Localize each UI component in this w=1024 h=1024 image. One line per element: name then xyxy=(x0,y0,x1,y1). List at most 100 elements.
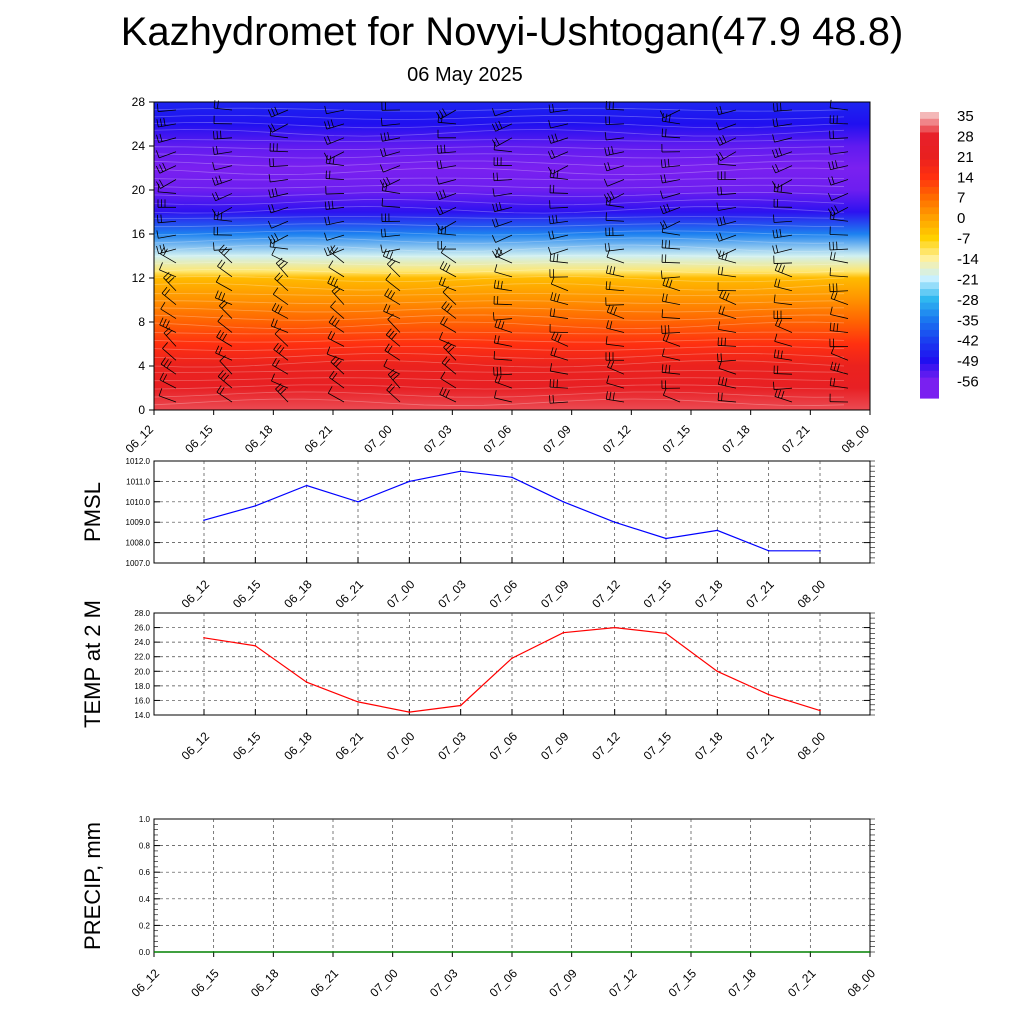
chart-title: Kazhydromet for Novyi-Ushtogan(47.9 48.8… xyxy=(120,10,904,54)
wind-barb-flag xyxy=(267,220,272,229)
wind-barb-flag xyxy=(772,118,775,127)
wind-barb-flag xyxy=(390,371,397,378)
wind-barb xyxy=(549,379,569,389)
wind-barb-flag xyxy=(156,134,159,143)
wind-barb-staff xyxy=(607,366,625,375)
wind-barb-staff xyxy=(551,283,569,292)
wind-barb-flag xyxy=(668,365,671,374)
wind-barb-staff xyxy=(216,391,233,403)
wind-barb xyxy=(715,232,737,242)
wind-barb xyxy=(660,174,681,184)
wind-barb-flag xyxy=(491,219,496,228)
wind-barb-staff xyxy=(326,109,345,115)
wind-barb-staff xyxy=(830,248,849,251)
wind-barb-flag xyxy=(719,232,723,241)
wind-barb-staff xyxy=(160,363,177,375)
wind-barb-flag xyxy=(156,103,159,112)
wind-barb-flag xyxy=(777,389,782,398)
wind-barb-staff xyxy=(160,253,177,264)
wind-barb-staff xyxy=(274,333,289,347)
wind-barb-staff xyxy=(382,248,401,253)
wind-barb-flag xyxy=(160,302,166,310)
wind-barb-staff xyxy=(382,137,401,142)
wind-barb-flag xyxy=(277,385,284,392)
wind-barb xyxy=(662,332,681,347)
wind-barb-staff xyxy=(326,123,345,130)
y-tick-label: 20 xyxy=(132,183,146,197)
wind-barb-flag xyxy=(552,215,555,224)
wind-barb xyxy=(435,206,457,216)
wind-barb-flag xyxy=(327,246,331,255)
y-tick-label: 24 xyxy=(132,139,146,153)
wind-barb-flag xyxy=(665,113,668,122)
y-tick-label: 1007.0 xyxy=(126,559,151,568)
wind-barb-flag xyxy=(436,111,441,120)
contour-line xyxy=(153,391,845,398)
wind-barb-staff xyxy=(550,315,569,319)
wind-barb-staff xyxy=(774,286,793,292)
wind-barb-flag xyxy=(771,165,776,174)
wind-barb-staff xyxy=(550,234,569,240)
wind-barb-flag xyxy=(551,230,555,239)
wind-barb-staff xyxy=(158,234,177,239)
wind-barb xyxy=(548,246,569,255)
wind-barb xyxy=(772,134,793,143)
wind-barb-staff xyxy=(607,179,625,187)
wind-barb-flag xyxy=(329,370,335,378)
wind-barb-flag xyxy=(717,266,720,275)
wind-barb-staff xyxy=(272,364,289,375)
wind-barb xyxy=(549,200,569,209)
wind-barb-staff xyxy=(270,135,289,139)
wind-barb xyxy=(604,242,625,252)
wind-barb-flag xyxy=(661,309,664,318)
wind-barb-staff xyxy=(662,120,681,125)
wind-barb-flag xyxy=(442,277,446,286)
wind-barb-staff xyxy=(606,382,625,389)
contour-line xyxy=(153,398,845,406)
wind-barb-staff xyxy=(662,355,681,361)
wind-barb xyxy=(549,324,569,333)
wind-barb-staff xyxy=(830,151,849,155)
wind-barb-flag xyxy=(833,378,836,387)
wind-barb-flag xyxy=(162,162,167,171)
chart-subtitle: 06 May 2025 xyxy=(407,64,523,86)
wind-barb-staff xyxy=(831,353,849,361)
wind-barb xyxy=(605,352,624,361)
wind-barb-flag xyxy=(156,230,159,239)
temp-data-point xyxy=(767,693,770,696)
contour-line xyxy=(153,254,845,258)
wind-barb-staff xyxy=(443,347,457,361)
wind-barb-flag xyxy=(548,104,551,113)
wind-barb-staff xyxy=(830,137,849,140)
colorbar-segment xyxy=(920,377,939,385)
wind-barb xyxy=(773,294,793,306)
wind-barb-flag xyxy=(323,152,329,161)
wind-barb-flag xyxy=(271,373,275,382)
colorbar-segment xyxy=(920,241,939,249)
wind-barb xyxy=(439,331,457,347)
wind-barb-flag xyxy=(553,308,556,317)
wind-barb-staff xyxy=(774,123,793,128)
wind-barb-staff xyxy=(662,316,681,319)
wind-barb-flag xyxy=(495,202,499,211)
contour-line xyxy=(153,206,845,214)
wind-barb xyxy=(271,373,289,389)
wind-barb-flag xyxy=(606,320,609,329)
wind-barb-flag xyxy=(271,247,276,256)
wind-barb xyxy=(215,345,233,361)
y-tick-label: 1010.0 xyxy=(126,498,151,507)
wind-barb-flag xyxy=(495,218,499,227)
wind-barb-flag xyxy=(383,303,388,312)
wind-barb-flag xyxy=(836,363,840,372)
colorbar-segment xyxy=(920,234,939,242)
wind-barb-flag xyxy=(439,110,444,118)
wind-barb-staff xyxy=(774,302,793,306)
contour-line xyxy=(153,114,845,120)
wind-barb xyxy=(829,241,849,251)
temp-data-point xyxy=(562,631,565,634)
wind-barb-flag xyxy=(604,243,607,252)
wind-barb xyxy=(268,188,289,198)
wind-barb-staff xyxy=(662,193,681,199)
wind-barb xyxy=(211,175,233,186)
wind-barb xyxy=(440,316,457,333)
